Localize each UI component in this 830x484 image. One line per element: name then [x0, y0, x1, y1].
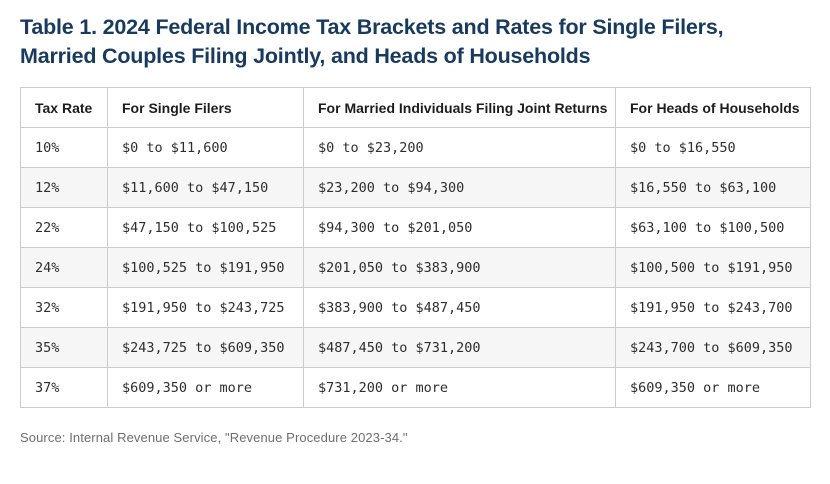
- table-row: 12% $11,600 to $47,150 $23,200 to $94,30…: [20, 167, 811, 209]
- table-row: 35% $243,725 to $609,350 $487,450 to $73…: [20, 327, 811, 369]
- heads-household-cell: $0 to $16,550: [615, 127, 811, 169]
- single-filers-cell: $100,525 to $191,950: [107, 247, 304, 289]
- single-filers-cell: $0 to $11,600: [107, 127, 304, 169]
- heads-household-cell: $63,100 to $100,500: [615, 207, 811, 249]
- column-header-single-filers: For Single Filers: [107, 87, 304, 129]
- heads-household-cell: $609,350 or more: [615, 367, 811, 409]
- column-header-married-joint: For Married Individuals Filing Joint Ret…: [303, 87, 616, 129]
- table-row: 22% $47,150 to $100,525 $94,300 to $201,…: [20, 207, 811, 249]
- table-row: 32% $191,950 to $243,725 $383,900 to $48…: [20, 287, 811, 329]
- table-row: 37% $609,350 or more $731,200 or more $6…: [20, 367, 811, 409]
- tax-rate-cell: 37%: [20, 367, 108, 409]
- single-filers-cell: $243,725 to $609,350: [107, 327, 304, 369]
- married-joint-cell: $201,050 to $383,900: [303, 247, 616, 289]
- column-header-tax-rate: Tax Rate: [20, 87, 108, 129]
- married-joint-cell: $23,200 to $94,300: [303, 167, 616, 209]
- tax-rate-cell: 10%: [20, 127, 108, 169]
- married-joint-cell: $487,450 to $731,200: [303, 327, 616, 369]
- table-header-row: Tax Rate For Single Filers For Married I…: [20, 87, 811, 129]
- heads-household-cell: $16,550 to $63,100: [615, 167, 811, 209]
- heads-household-cell: $243,700 to $609,350: [615, 327, 811, 369]
- married-joint-cell: $94,300 to $201,050: [303, 207, 616, 249]
- married-joint-cell: $383,900 to $487,450: [303, 287, 616, 329]
- single-filers-cell: $47,150 to $100,525: [107, 207, 304, 249]
- tax-brackets-table: Tax Rate For Single Filers For Married I…: [20, 87, 811, 409]
- tax-rate-cell: 12%: [20, 167, 108, 209]
- table-row: 10% $0 to $11,600 $0 to $23,200 $0 to $1…: [20, 127, 811, 169]
- page-title: Table 1. 2024 Federal Income Tax Bracket…: [20, 15, 724, 68]
- tax-rate-cell: 22%: [20, 207, 108, 249]
- source-attribution: Source: Internal Revenue Service, "Reven…: [20, 430, 408, 446]
- married-joint-cell: $0 to $23,200: [303, 127, 616, 169]
- heads-household-cell: $100,500 to $191,950: [615, 247, 811, 289]
- married-joint-cell: $731,200 or more: [303, 367, 616, 409]
- column-header-heads-of-households: For Heads of Households: [615, 87, 811, 129]
- tax-rate-cell: 24%: [20, 247, 108, 289]
- table-row: 24% $100,525 to $191,950 $201,050 to $38…: [20, 247, 811, 289]
- single-filers-cell: $609,350 or more: [107, 367, 304, 409]
- single-filers-cell: $11,600 to $47,150: [107, 167, 304, 209]
- single-filers-cell: $191,950 to $243,725: [107, 287, 304, 329]
- heads-household-cell: $191,950 to $243,700: [615, 287, 811, 329]
- tax-rate-cell: 32%: [20, 287, 108, 329]
- tax-rate-cell: 35%: [20, 327, 108, 369]
